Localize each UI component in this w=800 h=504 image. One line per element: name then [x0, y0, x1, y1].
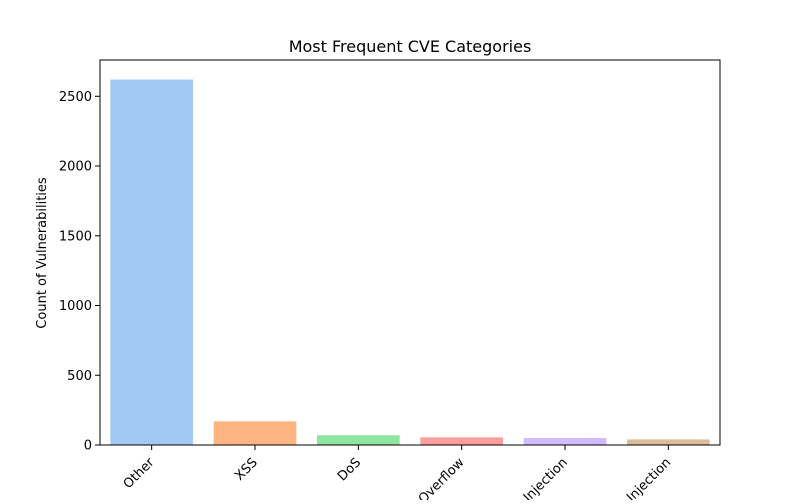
bar-series: [110, 79, 710, 445]
x-tick-label: Injection: [521, 455, 571, 500]
y-axis-label: Count of Vulnerabilities: [35, 177, 50, 329]
bar: [420, 437, 503, 445]
plot-frame: [99, 59, 721, 446]
y-tick-label: 1500: [59, 229, 92, 244]
chart-title: Most Frequent CVE Categories: [289, 37, 532, 56]
y-tick-label: 500: [67, 369, 92, 384]
x-tick-label: DoS: [335, 455, 364, 484]
bar: [213, 421, 297, 445]
bar: [523, 438, 607, 445]
y-tick-label: 2500: [59, 90, 92, 105]
y-tick-label: 0: [84, 439, 92, 454]
bar: [110, 79, 193, 445]
x-tick-label: XSS: [232, 455, 261, 484]
bar: [627, 439, 710, 445]
y-axis-ticks: 0 500 1000 1500 2000 2500: [59, 90, 100, 454]
x-axis-ticks: Other XSS DoS Overflow Injection Injection: [121, 445, 674, 504]
bar: [317, 435, 400, 445]
x-tick-label: Overflow: [416, 455, 468, 500]
y-tick-label: 2000: [59, 160, 92, 175]
x-tick-label: Injection: [624, 455, 674, 500]
x-tick-label: Other: [121, 455, 158, 492]
y-tick-label: 1000: [59, 299, 92, 314]
